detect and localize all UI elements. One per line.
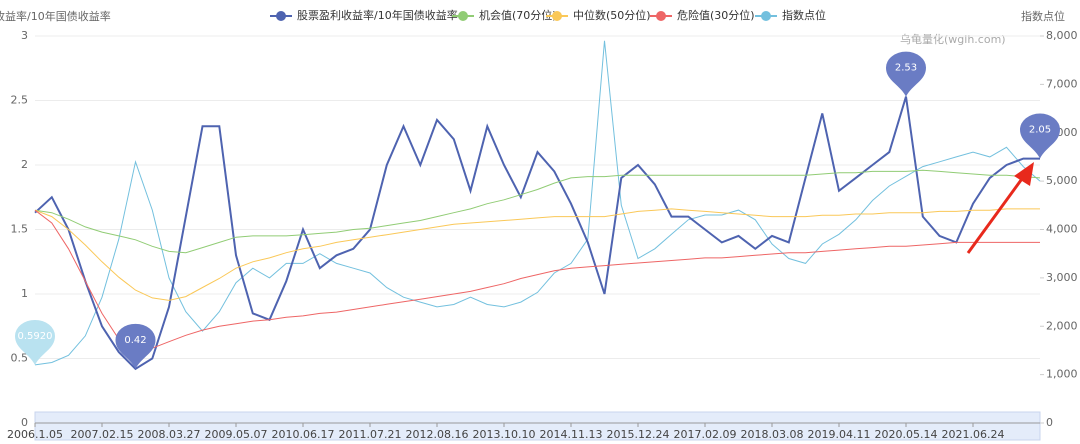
legend-swatch-dot	[458, 11, 468, 21]
arrow	[966, 175, 1026, 254]
y-tick-label: 0.5	[11, 352, 29, 365]
x-tick-label: 2020.05.14	[875, 428, 938, 441]
annotation-label: 0.42	[124, 335, 146, 346]
annotation-label: 2.53	[895, 63, 917, 74]
y2-axis-title: 指数点位	[1021, 9, 1065, 23]
x-tick-label: 2019.04.11	[808, 428, 871, 441]
x-tick-label: 2012.08.16	[406, 428, 469, 441]
annotation-pin	[886, 51, 926, 97]
series-line	[34, 169, 1041, 254]
annotation-label: 0.5920	[18, 331, 53, 342]
y-tick-label: 2	[21, 158, 28, 171]
series-line	[34, 209, 1040, 353]
x-tick-label: 2007.02.15	[71, 428, 134, 441]
legend-label: 中位数(50分位)	[573, 8, 651, 22]
annotation-label: 2.05	[1029, 125, 1051, 136]
annotation-pin	[115, 323, 156, 369]
series-line	[34, 96, 1040, 371]
legend-label: 股票盈利收益率/10年国债收益率	[297, 8, 458, 22]
x-tick-label: 2015.12.24	[607, 428, 670, 441]
y-tick-label: 2.5	[11, 94, 29, 107]
y2-tick-label: 1,000	[1046, 368, 1078, 381]
x-tick-label: 2006.1.05	[7, 428, 63, 441]
annotation-pin	[15, 319, 55, 365]
legend-swatch-dot	[656, 11, 666, 21]
y-tick-label: 1	[21, 287, 28, 300]
series-line	[34, 40, 1041, 366]
annotation-pin	[1020, 113, 1060, 159]
y-tick-label: 0	[21, 416, 28, 429]
x-tick-label: 2018.03.08	[741, 428, 804, 441]
y2-tick-label: 7,000	[1046, 77, 1078, 90]
y2-tick-label: 8,000	[1046, 29, 1078, 42]
x-tick-label: 2011.07.21	[339, 428, 402, 441]
y2-tick-label: 0	[1046, 416, 1053, 429]
x-tick-label: 2010.06.17	[272, 428, 335, 441]
y-tick-label: 3	[21, 29, 28, 42]
legend-label: 危险值(30分位)	[677, 8, 755, 22]
arrow-head	[1014, 162, 1034, 186]
legend-swatch-dot	[276, 11, 286, 21]
x-tick-label: 2009.05.07	[205, 428, 268, 441]
watermark: 乌龟量化(wglh.com)	[900, 32, 1006, 46]
y2-tick-label: 5,000	[1046, 174, 1078, 187]
x-tick-label: 2014.11.13	[540, 428, 603, 441]
x-tick-label: 2021.06.24	[942, 428, 1005, 441]
y2-tick-label: 4,000	[1046, 223, 1078, 236]
x-tick-label: 2017.02.09	[674, 428, 737, 441]
y-axis-title: 收益率/10年国债收益率	[0, 9, 111, 23]
y2-tick-label: 3,000	[1046, 271, 1078, 284]
x-tick-label: 2013.10.10	[473, 428, 536, 441]
legend-swatch-dot	[552, 11, 562, 21]
zoom-slider[interactable]	[34, 411, 1041, 441]
legend-label: 指数点位	[782, 8, 826, 22]
series-line	[34, 208, 1040, 301]
y2-tick-label: 2,000	[1046, 319, 1078, 332]
legend-swatch-dot	[761, 11, 771, 21]
legend-label: 机会值(70分位)	[479, 8, 557, 22]
x-tick-label: 2008.03.27	[138, 428, 201, 441]
y-tick-label: 1.5	[11, 223, 29, 236]
